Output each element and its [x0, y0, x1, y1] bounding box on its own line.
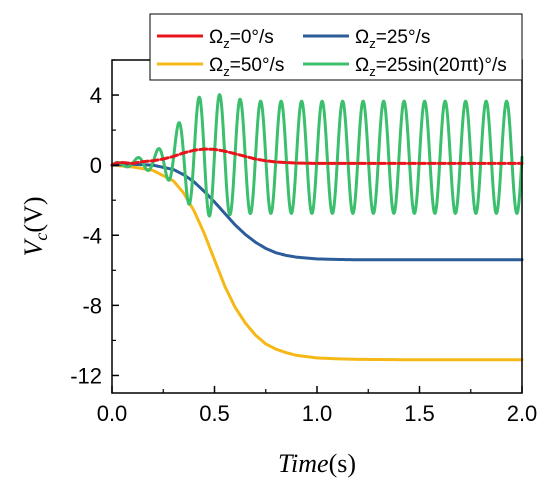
x-tick-label: 0.0: [97, 401, 128, 426]
series-line-0: [110, 147, 524, 167]
legend-box: [149, 13, 523, 81]
y-axis-title: Vc(V): [19, 197, 51, 257]
series-line-3: [110, 93, 524, 218]
y-tick-label: 4: [90, 83, 102, 108]
legend-label-1: Ωz=25°/s: [355, 27, 430, 51]
series-line-2: [110, 163, 524, 362]
y-axis: 4 0 -4 -8 -12: [70, 59, 119, 388]
x-tick-label: 1.0: [302, 401, 333, 426]
y-tick-label: 0: [90, 153, 102, 178]
x-axis-title-unit: (s): [329, 449, 356, 478]
y-tick-label: -12: [70, 363, 102, 388]
legend-item-0: Ωz=0°/s: [157, 27, 274, 51]
plot-lines: [110, 93, 524, 362]
x-axis: 0.0 0.5 1.0 1.5 2.0: [97, 386, 538, 426]
legend-item-1: Ωz=25°/s: [303, 27, 430, 51]
legend-item-3: Ωz=25sin(20πt)°/s: [303, 55, 507, 79]
x-axis-title: Time(s): [278, 449, 356, 478]
y-tick-label: -8: [82, 293, 102, 318]
y-tick-label: -4: [82, 223, 102, 248]
x-tick-label: 0.5: [199, 401, 230, 426]
x-tick-label: 2.0: [507, 401, 538, 426]
series-line-1: [110, 162, 524, 262]
x-axis-title-main: Time: [278, 449, 329, 478]
legend-label-0: Ωz=0°/s: [209, 27, 274, 51]
plot-frame: [111, 59, 523, 394]
legend-item-2: Ωz=50°/s: [157, 55, 284, 79]
y-axis-title-sub: c: [31, 233, 51, 241]
legend-label-2: Ωz=50°/s: [209, 55, 284, 79]
x-tick-label: 1.5: [404, 401, 435, 426]
legend: Ωz=0°/s Ωz=25°/s Ωz=50°/s Ωz=25sin(20πt)…: [149, 13, 523, 81]
legend-label-3: Ωz=25sin(20πt)°/s: [355, 55, 507, 79]
y-axis-title-unit: (V): [19, 197, 48, 233]
y-axis-title-main: V: [19, 237, 48, 256]
